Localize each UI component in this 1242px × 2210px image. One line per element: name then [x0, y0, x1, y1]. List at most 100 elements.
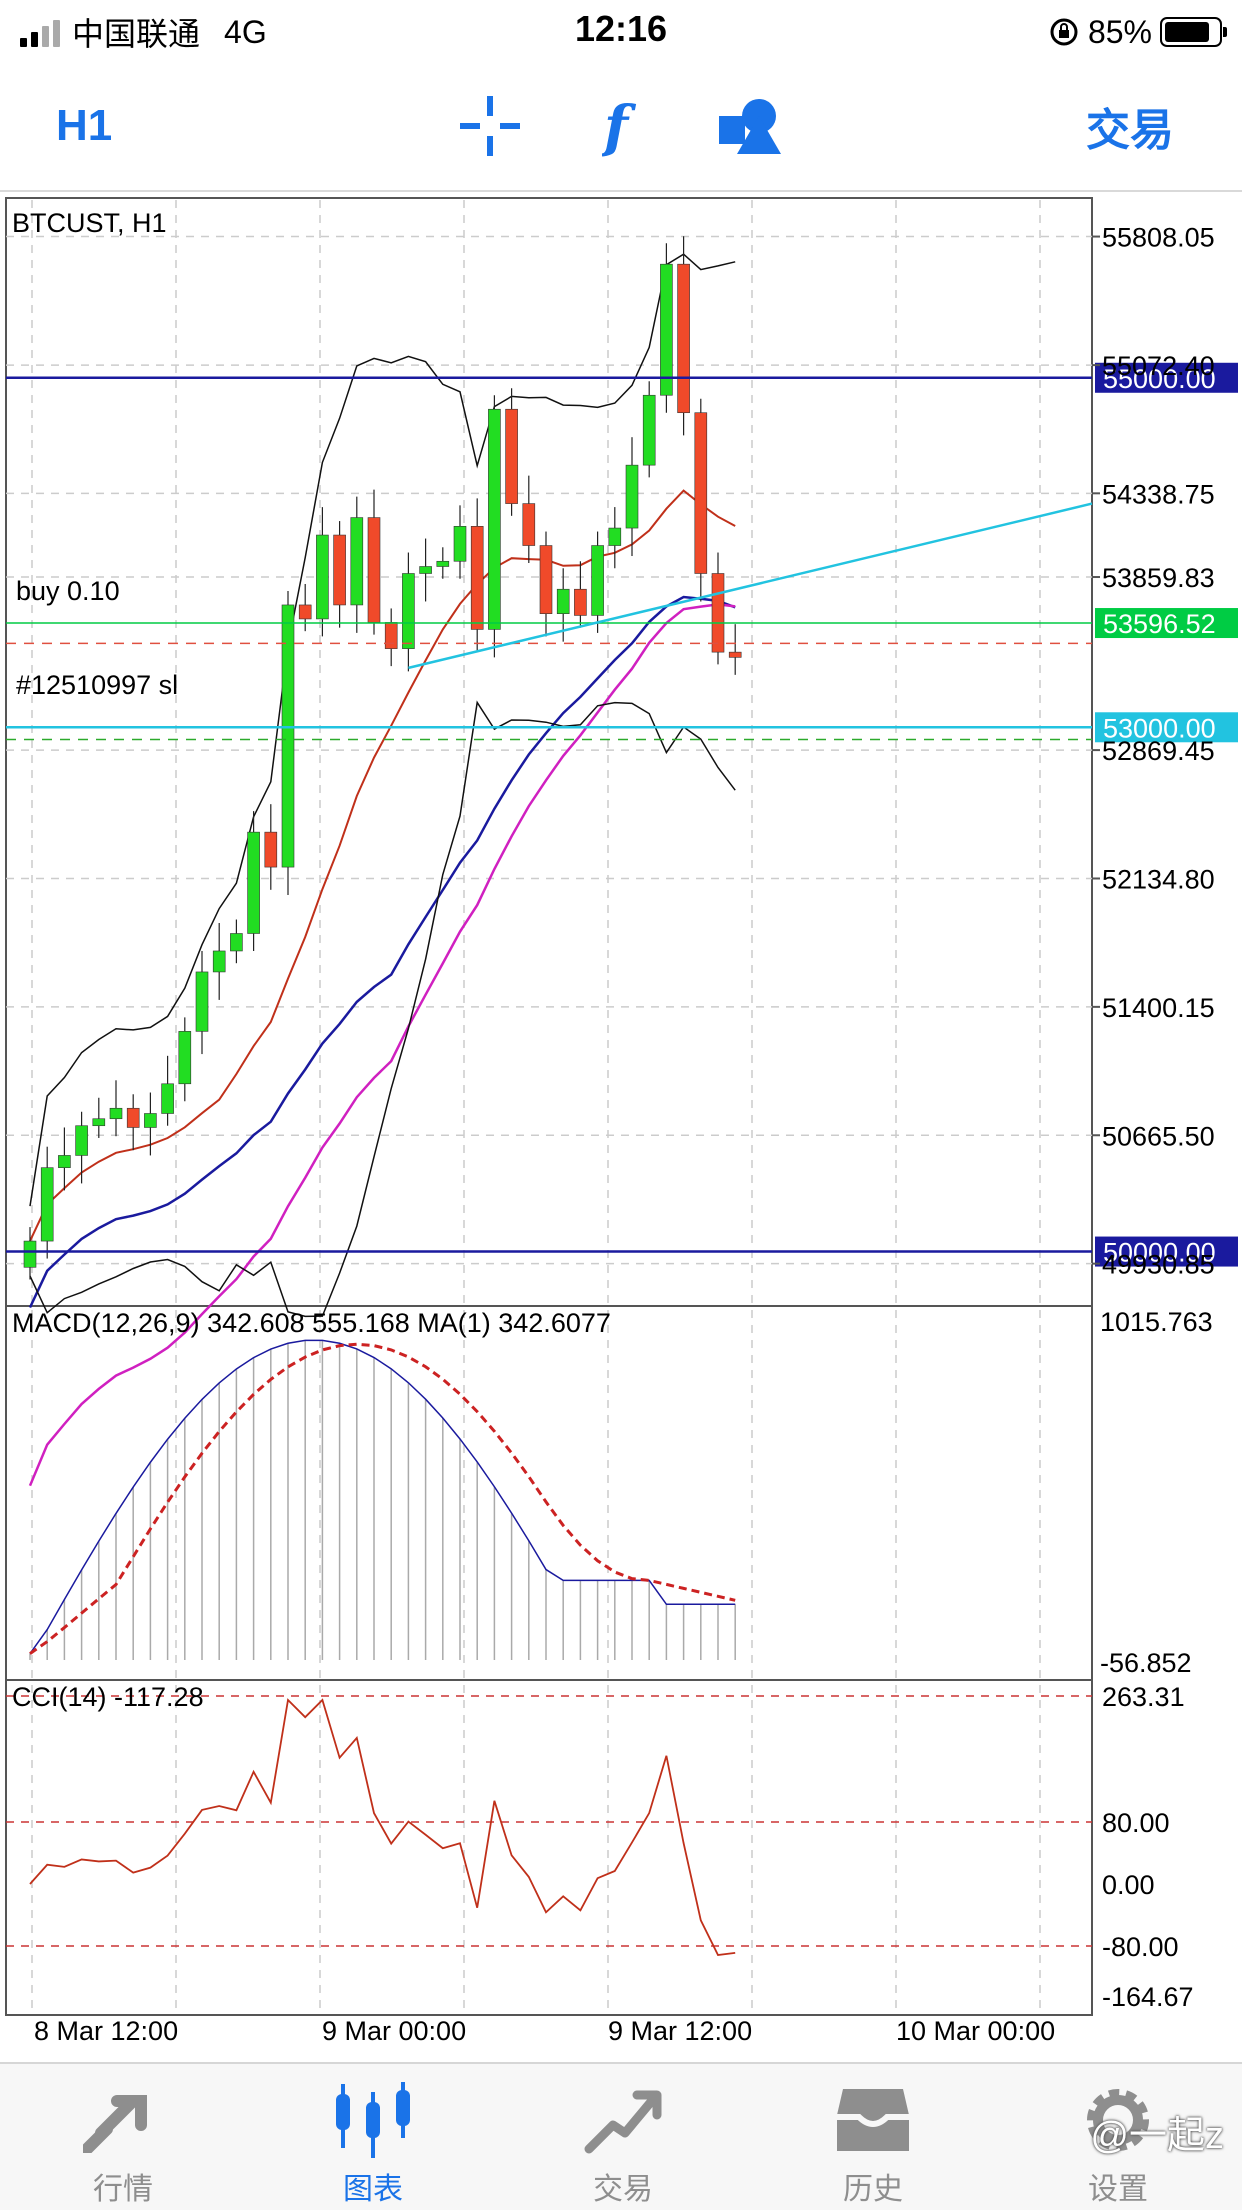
macd-signal-line — [29, 1342, 736, 1655]
indicators-button[interactable]: f — [590, 94, 654, 158]
tab-quotes[interactable]: 行情 — [13, 2064, 233, 2210]
bear-candle — [505, 408, 518, 504]
bull-candle — [92, 1118, 106, 1127]
ma-red-line — [29, 489, 736, 1242]
bull-candle — [488, 408, 501, 630]
bull-candle — [436, 560, 450, 567]
price-tick-label: 55808.05 — [1102, 223, 1215, 253]
bear-candle — [522, 503, 536, 546]
bear-candle — [264, 831, 278, 868]
bull-candle — [212, 950, 226, 973]
level-tag — [1095, 712, 1238, 743]
cci-label: CCI(14) -117.28 — [12, 1682, 204, 1712]
bull-candle — [230, 933, 243, 952]
status-bar: 中国联通 4G 12:16 85% — [0, 0, 1242, 64]
bull-candle — [625, 464, 639, 529]
price-tick-label: 53859.83 — [1102, 563, 1215, 593]
tab-chart[interactable]: 图表 — [263, 2064, 483, 2210]
bull-candle — [402, 573, 415, 649]
price-tick-label: 54338.75 — [1102, 479, 1215, 509]
bear-candle — [298, 604, 312, 620]
price-tick-label: 52869.45 — [1102, 736, 1215, 766]
tab-settings[interactable]: 设置 — [1008, 2064, 1228, 2210]
level-tag — [1095, 608, 1238, 639]
tab-label-history: 历史 — [843, 2173, 903, 2206]
level-tag — [1095, 1236, 1238, 1267]
crosshair-button[interactable] — [458, 94, 522, 158]
trade-button[interactable]: 交易 — [1086, 106, 1174, 155]
chart-overlay: 55000.00 53596.52 53000.00 50000.00 — [6, 362, 1238, 1268]
bear-candle — [728, 651, 742, 658]
chart-area[interactable]: 55000.00 53596.52 53000.00 50000.00 BTCUST,… — [0, 192, 1242, 2062]
indicator-f-icon: f — [602, 94, 637, 158]
bull-candle — [144, 1113, 157, 1128]
bull-candle — [660, 263, 673, 396]
status-left: 中国联通 4G — [20, 10, 267, 54]
price-chart[interactable]: 55000.00 53596.52 53000.00 50000.00 BTCUST,… — [0, 192, 1242, 2062]
price-axis: 55808.05 55072.40 54338.75 53859.83 52869.45… — [34, 223, 1215, 2046]
chart-frame — [5, 197, 1093, 2016]
bull-candle — [316, 534, 329, 620]
ma-magenta-line — [28, 603, 736, 1487]
level-tag-text: 53596.52 — [1103, 609, 1216, 639]
timeframe-button[interactable]: H1 — [56, 101, 113, 150]
level-tag-text: 55000.00 — [1103, 364, 1216, 394]
macd-min-label: -56.852 — [1100, 1648, 1192, 1678]
bull-candle — [608, 527, 622, 546]
crosshair-icon — [460, 96, 520, 156]
bull-candle — [419, 566, 432, 574]
bull-candle — [453, 526, 467, 562]
bear-candle — [470, 526, 484, 630]
bear-candle — [333, 534, 346, 606]
rotation-lock-icon — [1050, 18, 1078, 46]
bull-candle — [281, 604, 295, 868]
bull-candle — [23, 1240, 37, 1268]
time-axis-label: 9 Mar 12:00 — [608, 2016, 752, 2046]
sl-order-label: #12510997 sl — [16, 670, 178, 700]
cci-level-label: -80.00 — [1102, 1932, 1179, 1962]
battery-percent: 85% — [1087, 13, 1152, 50]
tab-history[interactable]: 历史 — [763, 2064, 983, 2210]
bull-candle — [58, 1155, 71, 1168]
tab-label-quotes: 行情 — [93, 2173, 153, 2206]
trade-icon — [584, 2090, 662, 2154]
battery-icon — [1160, 17, 1227, 47]
watermark: @一起z — [1090, 2115, 1224, 2157]
bear-candle — [694, 412, 708, 574]
carrier-label: 中国联通 — [72, 16, 201, 52]
bull-candle — [178, 1031, 192, 1085]
macd-label: MACD(12,26,9) 342.608 555.168 MA(1) 342.… — [12, 1308, 611, 1338]
bull-candle — [109, 1107, 123, 1120]
bollinger-upper — [29, 253, 736, 1207]
chart-labels: BTCUST, H1 buy 0.10 #12510997 sl MACD(12… — [12, 208, 1213, 1712]
cci-level-label: -164.67 — [1102, 1982, 1194, 2012]
chart-toolbar: H1 f 交易 — [0, 64, 1242, 192]
grid-lines — [6, 200, 1092, 2013]
chart-icon — [336, 2082, 410, 2158]
bear-candle — [711, 573, 725, 653]
bear-candle — [126, 1107, 140, 1128]
bear-candle — [677, 263, 690, 414]
price-tick-label: 50665.50 — [1102, 1121, 1215, 1151]
cci-level-label: 80.00 — [1102, 1808, 1170, 1838]
bull-candle — [556, 588, 570, 614]
bull-candle — [40, 1167, 54, 1242]
price-tick-label: 55072.40 — [1102, 351, 1215, 381]
buy-order-label: buy 0.10 — [16, 576, 120, 606]
bull-candle — [161, 1083, 174, 1114]
indicator-lines — [28, 253, 736, 1957]
macd-line — [29, 1339, 736, 1655]
price-tick-label: 51400.15 — [1102, 993, 1215, 1023]
bear-candle — [367, 517, 381, 623]
price-tick-label: 52134.80 — [1102, 864, 1215, 894]
level-tag-text: 50000.00 — [1103, 1238, 1216, 1268]
level-tag — [1095, 362, 1238, 393]
bull-candle — [350, 517, 364, 606]
objects-button[interactable] — [716, 94, 784, 158]
bear-candle — [574, 588, 587, 616]
cci-line — [29, 1698, 736, 1957]
tab-trade[interactable]: 交易 — [513, 2064, 733, 2210]
bear-candle — [539, 545, 553, 614]
macd-histogram — [29, 1340, 736, 1660]
time-axis-label: 9 Mar 00:00 — [322, 2016, 466, 2046]
